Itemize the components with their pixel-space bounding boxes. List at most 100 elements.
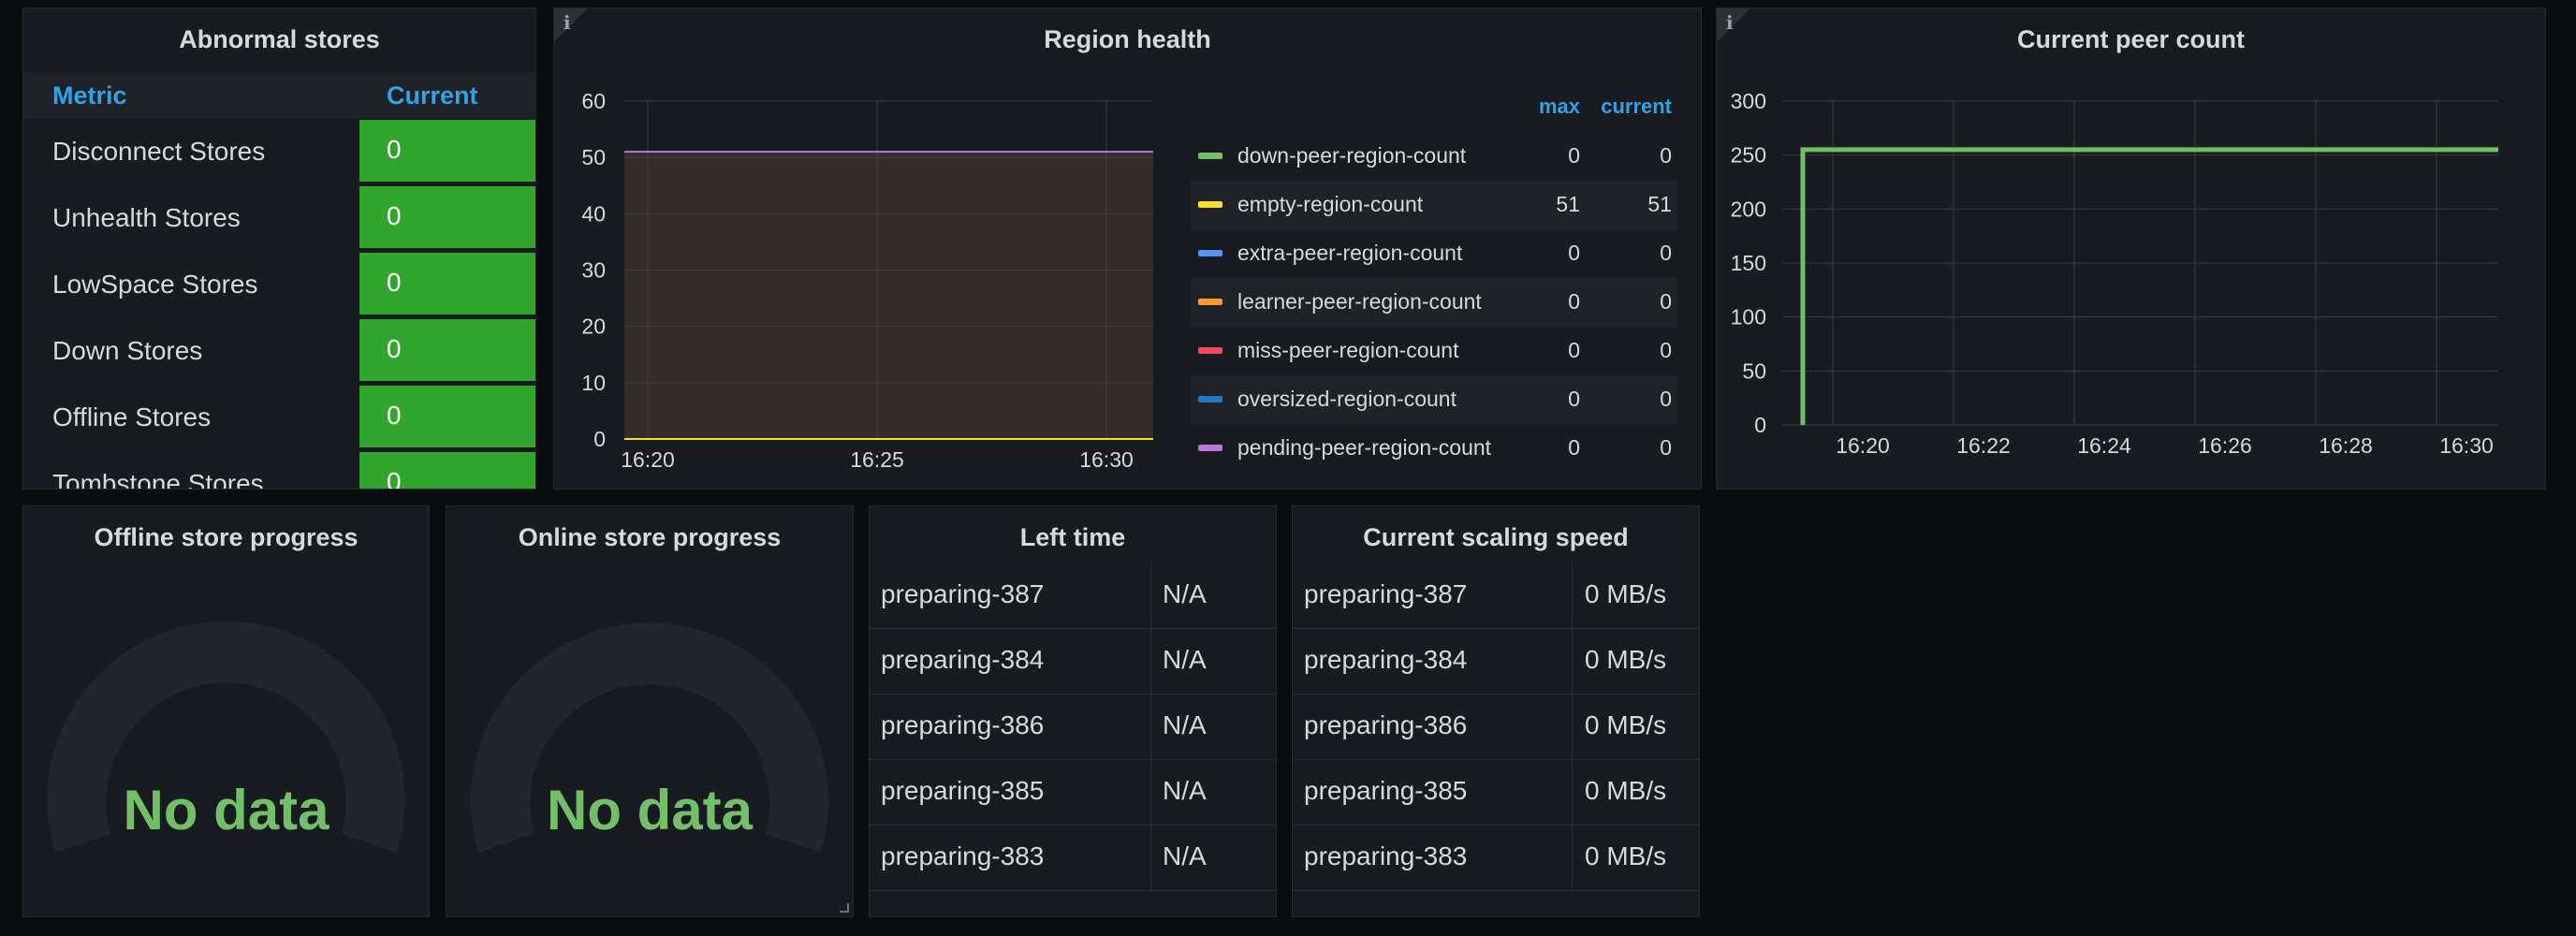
table-row: Unhealth Stores 0 [23, 186, 535, 253]
legend-max-value: 0 [1568, 143, 1580, 168]
instance-value: N/A [1163, 579, 1207, 608]
legend-item[interactable]: pending-peer-region-count 0 0 [1191, 424, 1677, 473]
table-row: preparing-386 0 MB/s [1293, 694, 1699, 760]
column-divider [1150, 694, 1151, 759]
region-health-chart[interactable]: 0 10 20 30 40 50 60 16:20 16:25 16:30 [554, 60, 1163, 490]
x-tick-label: 16:20 [621, 447, 675, 472]
legend-max-value: 0 [1568, 387, 1580, 411]
no-data-label: No data [546, 779, 754, 841]
legend-series-name: pending-peer-region-count [1237, 435, 1492, 460]
y-tick-label: 200 [1731, 197, 1766, 221]
y-tick-label: 50 [581, 145, 606, 169]
y-tick-label: 30 [581, 258, 606, 283]
instance-name: preparing-383 [881, 841, 1045, 870]
metric-value-cell: 0 [359, 386, 535, 447]
table-row: preparing-383 N/A [870, 825, 1276, 891]
region-health-panel: i Region health 0 10 20 30 40 50 60 16:20 16:25 1… [553, 7, 1702, 490]
legend-header-max[interactable]: max [1538, 95, 1580, 118]
instance-value: N/A [1163, 710, 1207, 739]
peer-count-chart[interactable]: 0 50 100 150 200 250 300 16:20 16:22 16:24 16:26 16… [1717, 60, 2540, 490]
y-tick-label: 150 [1731, 251, 1766, 275]
instance-value: 0 MB/s [1585, 710, 1667, 739]
legend-current-value: 0 [1660, 435, 1672, 460]
column-divider [1150, 825, 1151, 890]
table-row: preparing-383 0 MB/s [1293, 825, 1699, 891]
instance-value: 0 MB/s [1585, 841, 1667, 870]
instance-name: preparing-385 [881, 776, 1045, 805]
instance-value: 0 MB/s [1585, 776, 1667, 805]
panel-title: Offline store progress [94, 523, 359, 551]
legend-current-value: 0 [1660, 338, 1672, 362]
x-tick-label: 16:24 [2077, 433, 2131, 458]
instance-name: preparing-384 [1304, 645, 1468, 674]
series-line [1800, 147, 2498, 425]
legend-swatch [1198, 153, 1222, 159]
metric-label: Unhealth Stores [52, 203, 241, 232]
table-row: Down Stores 0 [23, 319, 535, 386]
legend-max-value: 0 [1568, 435, 1580, 460]
legend-max-value: 0 [1568, 289, 1580, 314]
table-row: preparing-387 0 MB/s [1293, 563, 1699, 629]
table-row: preparing-387 N/A [870, 563, 1276, 629]
legend-current-value: 0 [1660, 387, 1672, 411]
instance-name: preparing-387 [1304, 579, 1468, 608]
panel-title: Online store progress [518, 523, 782, 551]
instance-value: N/A [1163, 841, 1207, 870]
column-divider [1572, 694, 1573, 759]
y-tick-label: 100 [1731, 305, 1766, 329]
instance-name: preparing-383 [1304, 841, 1468, 870]
legend-series-name: learner-peer-region-count [1237, 289, 1482, 314]
metric-value-cell: 0 [359, 253, 535, 314]
column-header-current[interactable]: Current [387, 81, 478, 110]
legend-item[interactable]: down-peer-region-count 0 0 [1191, 132, 1677, 181]
table-row: preparing-385 N/A [870, 759, 1276, 826]
y-tick-label: 20 [581, 314, 606, 339]
table-row: Disconnect Stores 0 [23, 120, 535, 186]
table-row: preparing-384 N/A [870, 628, 1276, 695]
legend-series-name: oversized-region-count [1237, 387, 1456, 411]
x-tick-label: 16:25 [850, 447, 904, 472]
legend-item[interactable]: miss-peer-region-count 0 0 [1191, 327, 1677, 375]
instance-name: preparing-387 [881, 579, 1045, 608]
legend-header-current[interactable]: current [1601, 95, 1672, 118]
x-tick-label: 16:26 [2198, 433, 2252, 458]
table-row: Tombstone Stores 0 [23, 452, 535, 490]
panel-title: Region health [1044, 25, 1211, 53]
y-tick-label: 300 [1731, 89, 1766, 113]
y-tick-label: 0 [1754, 413, 1766, 437]
metric-label: Offline Stores [52, 402, 212, 431]
legend-item[interactable]: oversized-region-count 0 0 [1191, 375, 1677, 424]
column-divider [1572, 825, 1573, 890]
legend-series-name: extra-peer-region-count [1237, 241, 1463, 265]
info-icon[interactable]: i [1726, 11, 1734, 34]
column-header-metric[interactable]: Metric [52, 81, 127, 110]
y-tick-label: 40 [581, 201, 606, 226]
legend-series-name: miss-peer-region-count [1237, 338, 1459, 362]
metric-value: 0 [387, 268, 402, 297]
metric-value: 0 [387, 467, 402, 490]
info-icon[interactable]: i [564, 11, 571, 34]
metric-value-cell: 0 [359, 186, 535, 248]
legend-item[interactable]: empty-region-count 51 51 [1191, 181, 1677, 229]
legend-current-value: 51 [1647, 192, 1672, 216]
legend-current-value: 0 [1660, 143, 1672, 168]
metric-value: 0 [387, 334, 402, 363]
instance-value: N/A [1163, 645, 1207, 674]
info-corner[interactable] [1717, 8, 1750, 42]
column-divider [1572, 563, 1573, 628]
legend-max-value: 51 [1556, 192, 1580, 216]
legend: max current down-peer-region-count 0 0 empt… [1191, 83, 1677, 476]
series-area-empty-region-count [624, 152, 1153, 439]
column-divider [1150, 563, 1151, 628]
left-time-panel: Left time preparing-387 N/A preparing-384 N… [869, 505, 1277, 917]
table-header: Metric Current [23, 72, 535, 119]
legend-item[interactable]: extra-peer-region-count 0 0 [1191, 229, 1677, 278]
legend-item[interactable]: learner-peer-region-count 0 0 [1191, 278, 1677, 327]
resize-handle[interactable] [840, 903, 849, 913]
legend-max-value: 0 [1568, 241, 1580, 265]
legend-swatch [1198, 396, 1222, 402]
panel-title: Current scaling speed [1363, 523, 1629, 551]
instance-value: 0 MB/s [1585, 645, 1667, 674]
info-corner[interactable] [554, 8, 588, 42]
legend-swatch [1198, 445, 1222, 451]
